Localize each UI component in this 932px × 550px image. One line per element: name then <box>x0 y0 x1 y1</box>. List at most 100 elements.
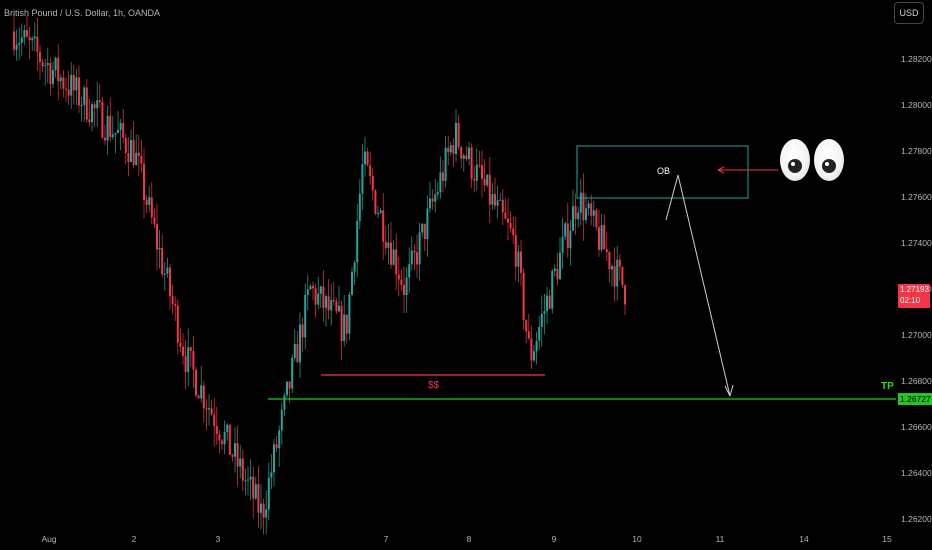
symbol-title: British Pound / U.S. Dollar, 1h, OANDA <box>4 8 161 18</box>
candle-body <box>530 338 533 361</box>
candle-body <box>587 203 590 209</box>
candle-body <box>221 440 223 445</box>
candle-body <box>309 285 312 290</box>
candle-body <box>525 320 528 332</box>
date-tick-label: 10 <box>632 534 642 544</box>
candle-body <box>299 324 301 363</box>
candle-body <box>429 198 431 209</box>
candle-body <box>384 241 387 248</box>
candle-body <box>184 355 187 373</box>
candle-body <box>621 266 624 286</box>
candle-body <box>413 250 416 253</box>
candle-series <box>13 12 626 535</box>
candle-body <box>262 503 265 518</box>
candle-body <box>436 192 439 195</box>
candle-body <box>247 479 249 481</box>
candle-body <box>143 163 145 201</box>
candle-body <box>535 340 538 352</box>
candle-body <box>358 193 361 221</box>
liquidity-label: $$ <box>428 380 440 391</box>
candle-body <box>52 69 54 84</box>
candle-body <box>592 210 595 216</box>
candle-body <box>343 314 346 341</box>
candle-body <box>559 252 561 280</box>
candle-body <box>540 313 543 327</box>
candle-body <box>23 30 26 38</box>
candle-body <box>119 122 122 131</box>
candle-body <box>166 267 169 274</box>
candle-body <box>218 434 221 441</box>
candle-body <box>598 227 600 250</box>
candle-body <box>327 296 330 311</box>
candle-body <box>254 484 257 499</box>
price-tick-label: 1.26800 <box>901 376 932 386</box>
left-eye-icon <box>780 139 810 181</box>
candle-body <box>595 210 598 228</box>
date-tick-label: Aug <box>41 534 57 544</box>
candle-body <box>444 147 447 181</box>
price-tick-label: 1.28000 <box>901 100 932 110</box>
candle-body <box>366 151 369 166</box>
candle-body <box>260 503 262 513</box>
candle-body <box>618 259 621 267</box>
candle-body <box>364 151 366 165</box>
candle-body <box>613 266 616 287</box>
currency-button[interactable]: USD <box>894 2 924 24</box>
candle-body <box>49 62 52 84</box>
candle-body <box>195 369 197 396</box>
candle-body <box>340 305 343 341</box>
candle-body <box>132 140 135 165</box>
candle-body <box>78 77 80 106</box>
candle-body <box>405 277 408 296</box>
candle-body <box>223 432 226 445</box>
candle-body <box>345 314 348 334</box>
price-tick-label: 1.26400 <box>901 468 932 478</box>
candle-body <box>455 122 457 154</box>
candle-body <box>148 197 151 205</box>
candle-body <box>109 115 112 137</box>
price-tick-label: 1.28200 <box>901 54 932 64</box>
candle-body <box>507 218 509 223</box>
last-price-tag: 1.27193 02:10 <box>898 284 930 308</box>
candle-body <box>28 36 31 41</box>
candle-body <box>387 242 390 248</box>
candle-body <box>280 409 283 431</box>
candle-body <box>374 190 377 214</box>
candle-body <box>527 331 530 339</box>
price-tick-label: 1.27400 <box>901 238 932 248</box>
candle-body <box>520 251 522 273</box>
candle-body <box>397 274 400 280</box>
countdown-value: 02:10 <box>900 296 921 305</box>
candle-body <box>205 408 208 410</box>
candle-body <box>379 210 382 214</box>
eyes-icon <box>780 139 848 181</box>
candle-body <box>572 206 574 231</box>
candle-body <box>98 100 101 102</box>
candle-body <box>234 443 236 457</box>
candle-body <box>192 350 195 370</box>
candle-body <box>561 236 564 253</box>
candle-body <box>449 145 452 153</box>
candle-body <box>44 65 47 67</box>
candle-body <box>624 285 626 305</box>
candle-body <box>577 212 580 220</box>
candle-body <box>306 289 309 295</box>
candle-body <box>452 145 455 154</box>
candle-body <box>330 299 333 311</box>
projection-arrowhead <box>724 384 734 397</box>
candle-body <box>361 164 364 194</box>
order-block-box[interactable] <box>576 145 749 199</box>
candle-body <box>286 381 288 396</box>
candle-body <box>317 293 320 305</box>
candle-body <box>462 155 465 159</box>
candle-body <box>153 217 156 224</box>
candle-body <box>65 88 67 90</box>
candle-body <box>291 357 294 389</box>
candle-body <box>356 220 359 263</box>
candle-body <box>140 156 143 164</box>
candle-body <box>96 100 99 109</box>
candle-body <box>473 178 476 181</box>
candle-body <box>494 194 496 206</box>
candle-body <box>18 42 21 45</box>
